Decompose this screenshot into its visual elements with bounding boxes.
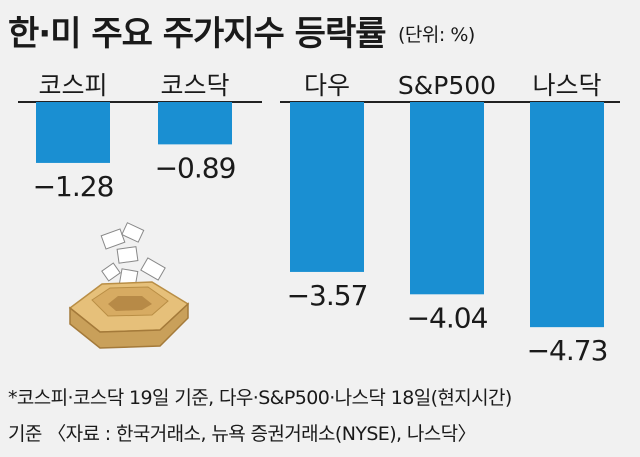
footnote-line-2: 기준 〈자료 : 한국거래소, 뉴욕 증권거래소(NYSE), 나스닥〉 <box>8 423 477 445</box>
category-label-2: 다우 <box>304 71 350 100</box>
bar-1 <box>158 102 232 145</box>
category-label-3: S&P500 <box>398 71 496 100</box>
trash-basket-illustration <box>68 222 190 349</box>
category-label-1: 코스닥 <box>160 71 229 100</box>
bar-4 <box>530 102 604 328</box>
value-label-4: −4.73 <box>527 334 608 367</box>
value-label-2: −3.57 <box>287 279 368 312</box>
category-labels: 코스피 코스닥 다우 S&P500 나스닥 <box>38 71 601 100</box>
bar-2 <box>290 102 364 272</box>
bar-3 <box>410 102 484 295</box>
value-label-3: −4.04 <box>407 301 488 334</box>
category-label-4: 나스닥 <box>532 71 601 100</box>
category-label-0: 코스피 <box>38 71 107 100</box>
chart-title: 한·미 주요 주가지수 등락률 <box>8 14 387 54</box>
value-labels: −1.28 −0.89 −3.57 −4.04 −4.73 <box>33 151 609 367</box>
footnote-line-1: *코스피·코스닥 19일 기준, 다우·S&P500·나스닥 18일(현지시간) <box>8 387 512 409</box>
value-label-1: −0.89 <box>155 151 236 184</box>
bars <box>36 102 604 328</box>
unit-label: (단위: %) <box>398 24 475 46</box>
value-label-0: −1.28 <box>33 170 114 203</box>
bar-0 <box>36 102 110 163</box>
